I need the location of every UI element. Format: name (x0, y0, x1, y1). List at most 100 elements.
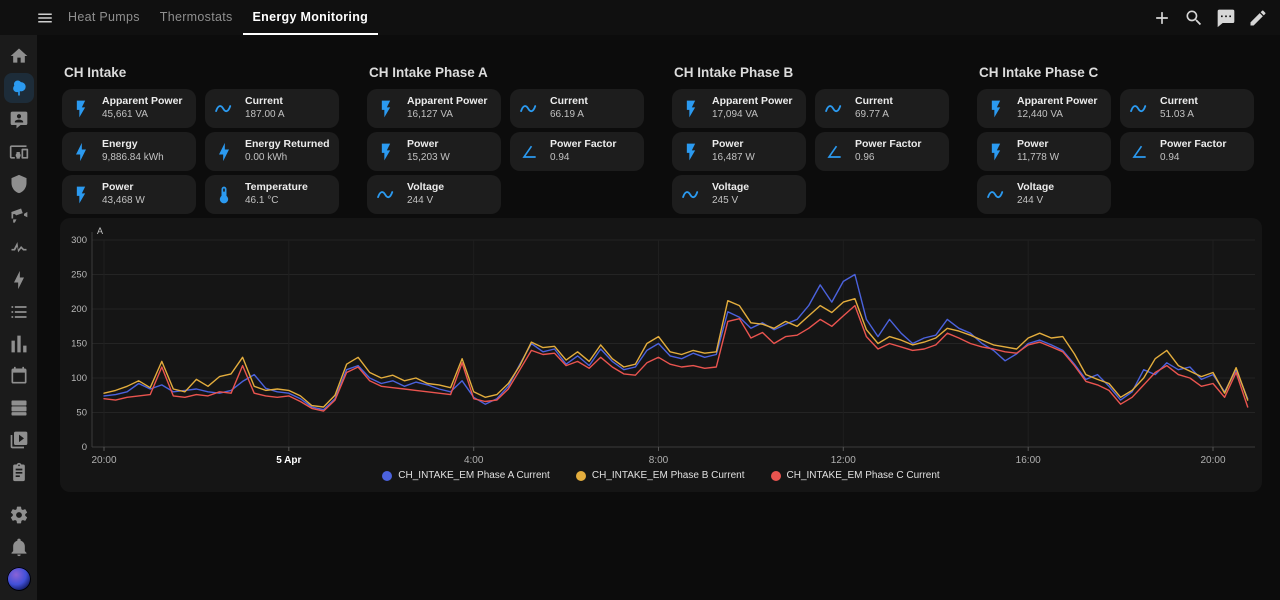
angle-icon (1132, 145, 1146, 158)
tab-heat-pumps[interactable]: Heat Pumps (68, 9, 140, 24)
sine-icon (987, 190, 1004, 198)
bolt-icon-wrap (71, 142, 91, 162)
svg-text:8:00: 8:00 (649, 455, 669, 466)
dashboard-view: CH Intake Apparent Power 45,661 VA Current 1… (37, 35, 1280, 600)
legend-item-ch-intake-em-phase-b-current[interactable]: CH_INTAKE_EM Phase B Current (575, 470, 745, 481)
card-apparent-power[interactable]: Apparent Power 12,440 VA (977, 89, 1111, 128)
card-power[interactable]: Power 43,468 W (62, 175, 196, 214)
card-value: 0.96 (855, 152, 875, 164)
clipboard-icon (12, 462, 25, 482)
sine-icon (520, 104, 537, 112)
magnify-button[interactable] (1184, 8, 1204, 28)
pencil-icon (1250, 9, 1266, 25)
card-label: Apparent Power (407, 95, 488, 108)
legend-label: CH_INTAKE_EM Phase C Current (786, 470, 940, 481)
server-icon (11, 400, 26, 416)
angle-icon-wrap (824, 142, 844, 162)
sidebar-item-list[interactable] (4, 297, 34, 327)
flash-icon-wrap (376, 99, 396, 119)
flash-icon-wrap (986, 142, 1006, 162)
legend-label: CH_INTAKE_EM Phase B Current (591, 470, 745, 481)
svg-text:20:00: 20:00 (1200, 455, 1225, 466)
current-history-graph[interactable]: 0 50 100 150 200 250 300 A 20:00 5 Apr 4:00 8:00 12:… (60, 218, 1262, 468)
svg-text:50: 50 (76, 408, 87, 419)
chat-button[interactable] (1216, 8, 1236, 28)
card-temperature[interactable]: Temperature 46.1 °C (205, 175, 339, 214)
list-icon (11, 306, 26, 318)
calendar-icon (11, 366, 26, 384)
sidebar-item-cog[interactable] (4, 500, 34, 530)
card-value: 244 V (1017, 195, 1044, 207)
card-label: Apparent Power (1017, 95, 1098, 108)
card-current[interactable]: Current 66.19 A (510, 89, 644, 128)
legend-item-ch-intake-em-phase-a-current[interactable]: CH_INTAKE_EM Phase A Current (382, 470, 550, 481)
sidebar-item-clipboard[interactable] (4, 457, 34, 487)
bolt-icon (13, 270, 24, 290)
card-apparent-power[interactable]: Apparent Power 16,127 VA (367, 89, 501, 128)
card-energy-returned[interactable]: Energy Returned 0.00 kWh (205, 132, 339, 171)
card-label: Energy Returned (245, 138, 330, 151)
menu-icon[interactable] (36, 9, 54, 27)
card-label: Power Factor (855, 138, 922, 151)
sidebar-item-bell[interactable] (4, 532, 34, 562)
card-current[interactable]: Current 187.00 A (205, 89, 339, 128)
card-power[interactable]: Power 11,778 W (977, 132, 1111, 171)
sidebar-item-home[interactable] (4, 41, 34, 71)
card-apparent-power[interactable]: Apparent Power 17,094 VA (672, 89, 806, 128)
sidebar-item-bolt[interactable] (4, 265, 34, 295)
sine-icon (1130, 104, 1147, 112)
shield-icon (11, 174, 26, 194)
sidebar-item-cctv[interactable] (4, 201, 34, 231)
card-power-factor[interactable]: Power Factor 0.96 (815, 132, 949, 171)
card-value: 12,440 VA (1017, 109, 1063, 121)
card-voltage[interactable]: Voltage 245 V (672, 175, 806, 214)
plus-button[interactable] (1152, 8, 1172, 28)
card-value: 16,127 VA (407, 109, 453, 121)
sine-icon-wrap (214, 99, 234, 119)
svg-text:5 Apr: 5 Apr (276, 455, 301, 466)
flash-icon (686, 143, 696, 160)
card-energy[interactable]: Energy 9,886.84 kWh (62, 132, 196, 171)
sidebar-item-activity[interactable] (4, 233, 34, 263)
card-apparent-power[interactable]: Apparent Power 45,661 VA (62, 89, 196, 128)
sidebar-item-media[interactable] (4, 425, 34, 455)
card-current[interactable]: Current 69.77 A (815, 89, 949, 128)
sidebar-item-shield[interactable] (4, 169, 34, 199)
tab-thermostats[interactable]: Thermostats (159, 9, 233, 24)
tab-energy-monitoring[interactable]: Energy Monitoring (242, 0, 379, 35)
sidebar-item-server[interactable] (4, 393, 34, 423)
magnify-icon (1186, 10, 1202, 25)
sidebar-item-assist[interactable] (4, 105, 34, 135)
flash-icon (381, 100, 391, 117)
card-power[interactable]: Power 16,487 W (672, 132, 806, 171)
angle-icon (827, 145, 841, 158)
card-label: Current (1160, 95, 1198, 108)
sidebar-item-avatar[interactable] (4, 564, 34, 594)
bolt-icon (219, 142, 229, 161)
card-power-factor[interactable]: Power Factor 0.94 (1120, 132, 1254, 171)
card-value: 66.19 A (550, 109, 584, 121)
section-ch-intake: CH Intake Apparent Power 45,661 VA Current 1… (62, 65, 339, 214)
card-power-factor[interactable]: Power Factor 0.94 (510, 132, 644, 171)
legend-item-ch-intake-em-phase-c-current[interactable]: CH_INTAKE_EM Phase C Current (770, 470, 940, 481)
sidebar-item-devices[interactable] (4, 137, 34, 167)
sidebar-item-calendar[interactable] (4, 361, 34, 391)
sidebar-item-chart[interactable] (4, 329, 34, 359)
cog-icon (10, 506, 27, 524)
card-current[interactable]: Current 51.03 A (1120, 89, 1254, 128)
card-value: 0.00 kWh (245, 152, 288, 164)
pencil-button[interactable] (1248, 8, 1268, 28)
sidebar-bottom-items (4, 500, 34, 600)
section-title: CH Intake Phase B (674, 65, 794, 80)
card-power[interactable]: Power 15,203 W (367, 132, 501, 171)
card-value: 0.94 (550, 152, 570, 164)
sine-icon-wrap (824, 99, 844, 119)
card-voltage[interactable]: Voltage 244 V (367, 175, 501, 214)
sidebar-item-tree[interactable] (3, 73, 34, 103)
card-value: 11,778 W (1017, 152, 1060, 164)
sine-icon (825, 104, 842, 112)
card-voltage[interactable]: Voltage 244 V (977, 175, 1111, 214)
section-ch-intake-phase-a: CH Intake Phase A Apparent Power 16,127 VA… (367, 65, 644, 214)
app-header: Heat Pumps Thermostats Energy Monitoring (0, 0, 1280, 35)
stat-sections: CH Intake Apparent Power 45,661 VA Current 1… (62, 65, 1254, 214)
